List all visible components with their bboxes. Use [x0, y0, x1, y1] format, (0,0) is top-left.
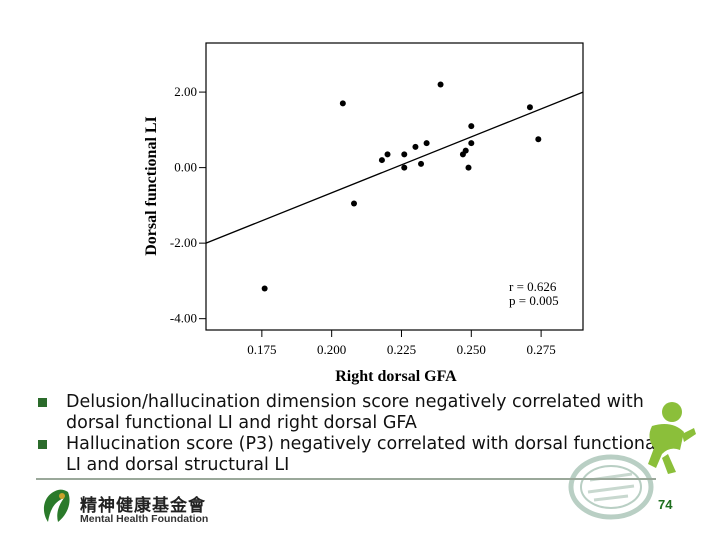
- footer-divider: [36, 478, 656, 480]
- bullet-square-icon: [38, 398, 47, 407]
- page-number: 74: [658, 497, 673, 512]
- data-point: [261, 285, 268, 292]
- y-tick-label: 0.00: [174, 160, 197, 175]
- x-tick-label: 0.175: [247, 342, 276, 357]
- fit-line: [205, 91, 584, 244]
- data-point: [468, 123, 475, 130]
- p-annotation: p = 0.005: [509, 293, 559, 308]
- data-point: [401, 164, 408, 171]
- data-point: [535, 136, 542, 143]
- org-name-english: Mental Health Foundation: [80, 513, 209, 525]
- figure-decoration-icon: [648, 402, 696, 474]
- data-point: [378, 157, 385, 164]
- y-axis-title: Dorsal functional LI: [143, 116, 160, 256]
- data-point: [465, 164, 472, 171]
- data-point: [412, 143, 419, 150]
- bullet-item: Hallucination score (P3) negatively corr…: [36, 434, 676, 476]
- bullet-item: Delusion/hallucination dimension score n…: [36, 392, 676, 434]
- y-tick-label: 2.00: [174, 84, 197, 99]
- r-annotation: r = 0.626: [509, 279, 557, 294]
- bullet-text: Delusion/hallucination dimension score n…: [66, 392, 644, 433]
- x-axis-title: Right dorsal GFA: [335, 368, 457, 385]
- seal-decoration-icon: [568, 454, 654, 520]
- data-point: [418, 160, 425, 167]
- y-tick-label: -2.00: [170, 235, 197, 250]
- data-point: [401, 151, 408, 158]
- bullet-text: Hallucination score (P3) negatively corr…: [66, 434, 661, 475]
- data-point: [351, 200, 358, 207]
- scatter-chart: -4.00 -2.00 0.00 2.00 0.175 0.200 0.225 0.250 0.…: [143, 42, 584, 385]
- x-tick-label: 0.250: [457, 342, 486, 357]
- bullet-list: Delusion/hallucination dimension score n…: [36, 392, 676, 476]
- x-tick-label: 0.225: [387, 342, 416, 357]
- data-point: [423, 140, 430, 147]
- data-point: [339, 100, 346, 107]
- org-name-chinese: 精神健康基金會: [80, 496, 206, 516]
- y-tick-label: -4.00: [170, 311, 197, 326]
- bullet-square-icon: [38, 440, 47, 449]
- data-point: [462, 147, 469, 154]
- x-tick-label: 0.275: [526, 342, 555, 357]
- plot-frame: [205, 42, 584, 331]
- data-point: [384, 151, 391, 158]
- foundation-logo-icon: [43, 489, 70, 522]
- x-tick-label: 0.200: [317, 342, 346, 357]
- data-point: [437, 81, 444, 88]
- data-point: [526, 104, 533, 111]
- data-point: [468, 140, 475, 147]
